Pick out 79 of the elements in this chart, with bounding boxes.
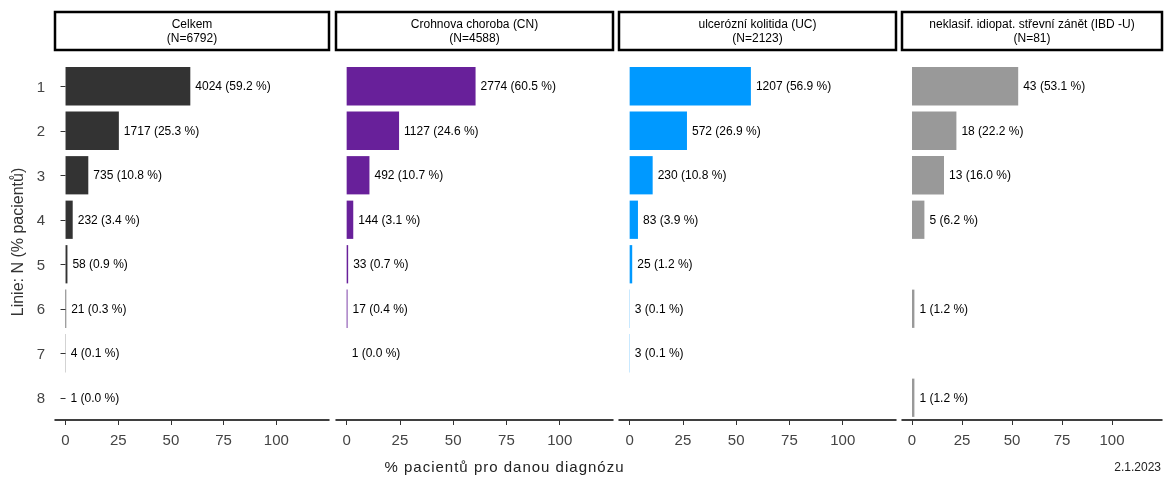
bar [65, 67, 191, 106]
data-label: 1717 (25.3 %) [123, 123, 200, 138]
bar [629, 67, 751, 106]
x-tick-label: 0 [907, 431, 917, 448]
y-tick-label: 6 [36, 300, 45, 318]
x-tick-label: 0 [342, 431, 351, 448]
x-tick-label: 0 [61, 431, 70, 448]
x-tick-label: 50 [1003, 431, 1021, 448]
data-label: 21 (0.3 %) [71, 301, 127, 316]
data-label: 492 (10.7 %) [374, 168, 444, 183]
data-label: 3 (0.1 %) [634, 346, 684, 361]
data-label: 3 (0.1 %) [634, 301, 684, 316]
chart-title: ulcerózní kolitida (UC) (N=2123) [698, 17, 817, 45]
chart-title: Celkem (N=6792) [166, 17, 218, 45]
data-label: 230 (10.8 %) [657, 168, 727, 183]
text: 2.1.2023 [1114, 460, 1161, 474]
x-tick-label: 50 [444, 431, 462, 448]
y-tick-label: 4 [36, 211, 45, 229]
data-label: 5 (6.2 %) [929, 212, 979, 227]
y-tick-label: 1 [36, 77, 45, 95]
data-label: 18 (22.2 %) [961, 123, 1024, 138]
y-tick-label: 2 [36, 122, 45, 140]
data-label: 1 (1.2 %) [919, 390, 969, 405]
x-tick-label: 50 [162, 431, 180, 448]
data-label: 4 (0.1 %) [70, 346, 120, 361]
data-label: 58 (0.9 %) [72, 257, 128, 272]
x-tick-label: 75 [1053, 431, 1071, 448]
data-label: 43 (53.1 %) [1023, 79, 1086, 94]
bar [346, 200, 354, 239]
chart-title: Crohnova choroba (CN) (N=4588) [410, 17, 539, 45]
x-tick-label: 75 [781, 431, 798, 448]
bar [629, 156, 653, 195]
x-tick-label: 50 [727, 431, 745, 448]
data-label: 2774 (60.5 %) [480, 79, 556, 94]
data-label: 1 (0.0 %) [351, 346, 401, 361]
y-tick-label: 8 [36, 389, 45, 407]
x-axis-title: % pacientů pro danou diagnózu [383, 458, 626, 475]
data-label: 4024 (59.2 %) [195, 79, 271, 94]
bar [912, 156, 944, 195]
y-tick-label: 3 [36, 166, 45, 184]
data-label: 17 (0.4 %) [352, 301, 408, 316]
bar [912, 200, 925, 239]
data-label: 144 (3.1 %) [358, 212, 421, 227]
data-label: 1 (1.2 %) [919, 301, 969, 316]
x-tick-label: 100 [263, 431, 289, 448]
y-tick-label: 7 [36, 344, 45, 362]
data-label: 33 (0.7 %) [353, 257, 409, 272]
bar [912, 111, 957, 150]
x-tick-label: 25 [109, 431, 127, 448]
bar [65, 200, 73, 239]
x-tick-label: 100 [547, 431, 573, 448]
data-label: 1 (0.0 %) [70, 390, 120, 405]
data-label: 83 (3.9 %) [642, 212, 699, 227]
x-tick-label: 75 [498, 431, 515, 448]
data-label: 1127 (24.6 %) [404, 123, 479, 138]
y-tick-label: 5 [36, 255, 45, 273]
x-tick-label: 25 [953, 431, 971, 448]
data-label: 572 (26.9 %) [691, 123, 761, 138]
x-tick-label: 25 [391, 431, 409, 448]
x-tick-label: 75 [215, 431, 232, 448]
x-tick-label: 100 [830, 431, 856, 448]
data-label: 1207 (56.9 %) [755, 79, 832, 94]
bar [346, 67, 476, 106]
bar [346, 156, 370, 195]
data-label: 735 (10.8 %) [93, 168, 163, 183]
bar [346, 111, 400, 150]
chart-title: neklasif. idiopat. střevní zánět (IBD -U) (N=81) [929, 17, 1135, 45]
bar [65, 156, 89, 195]
y-axis-title: Linie: N (% pacientů) [8, 167, 26, 317]
bar [912, 67, 1019, 106]
x-tick-label: 0 [625, 431, 634, 448]
data-label: 25 (1.2 %) [637, 257, 693, 272]
bar [629, 200, 638, 239]
bar [629, 111, 687, 150]
data-label: 232 (3.4 %) [77, 212, 140, 227]
data-label: 13 (16.0 %) [949, 168, 1012, 183]
bar [65, 111, 119, 150]
x-tick-label: 25 [674, 431, 692, 448]
x-tick-label: 100 [1099, 431, 1125, 448]
